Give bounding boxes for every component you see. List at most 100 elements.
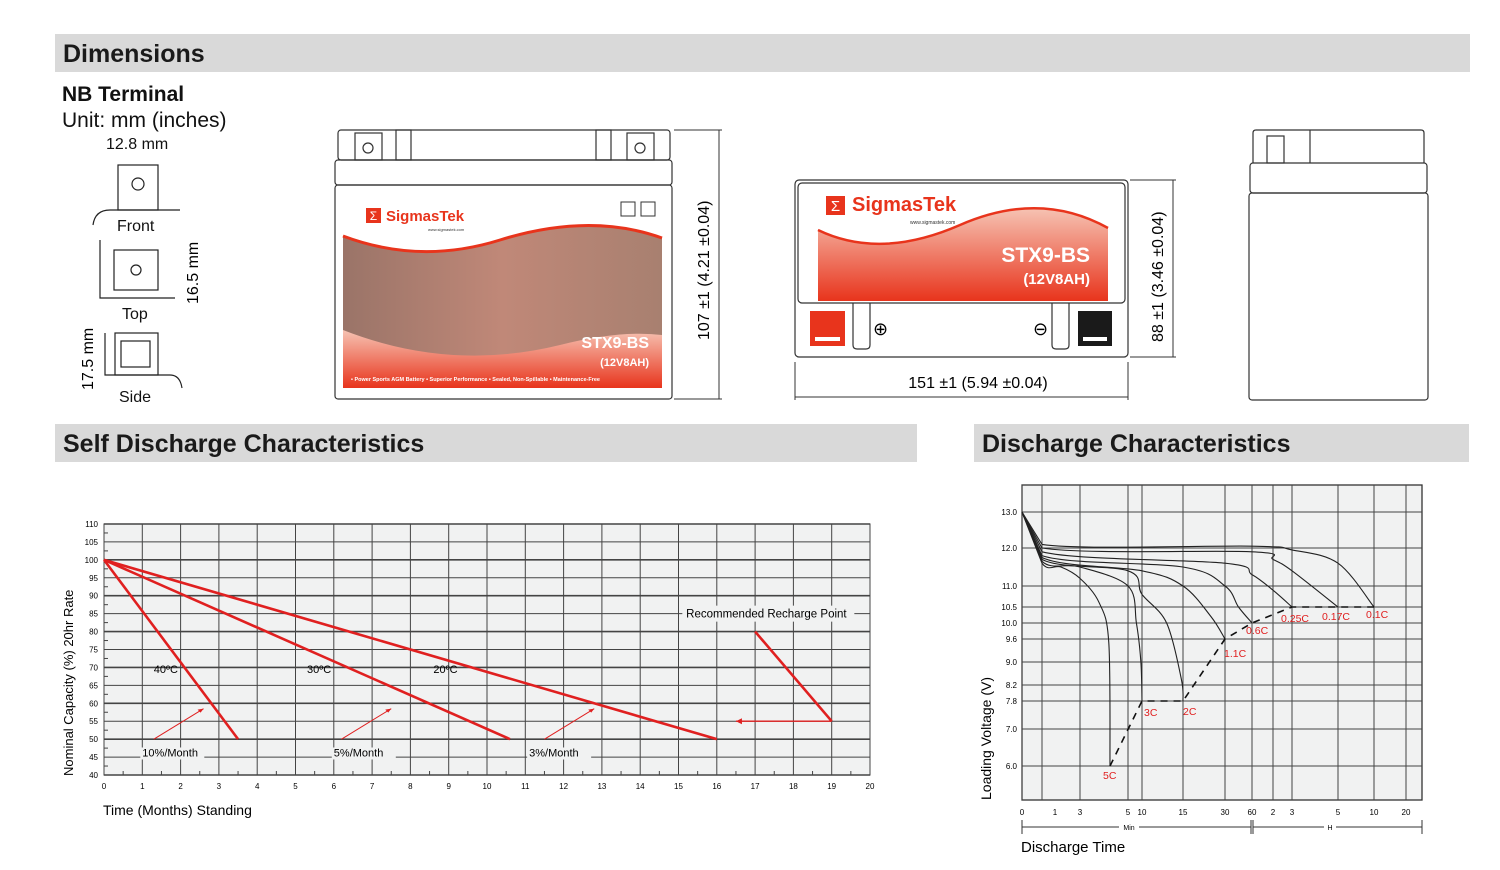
sigma-logo-icon: [826, 196, 845, 215]
y-tick-label: 12.0: [1001, 544, 1017, 553]
y-tick-label: 13.0: [1001, 508, 1017, 517]
min-unit-label: Min: [1123, 825, 1134, 832]
curve-rate-label: 3C: [1144, 707, 1158, 719]
x-tick-label: 9: [446, 782, 451, 791]
x-tick-label: 60: [1248, 808, 1257, 817]
curve-rate-label: 0.1C: [1366, 609, 1389, 621]
y-tick-label: 10.5: [1001, 603, 1017, 612]
x-tick-label: 18: [789, 782, 798, 791]
top-brand: SigmasTek: [852, 194, 957, 216]
y-tick-label: 50: [89, 735, 98, 744]
y-tick-label: 60: [89, 699, 98, 708]
x-tick-label: 6: [332, 782, 337, 791]
y-tick-label: 7.0: [1006, 725, 1018, 734]
x-tick-label: 20: [866, 782, 875, 791]
x-tick-label: 10: [1138, 808, 1147, 817]
discharge-curve: [1021, 511, 1375, 608]
battery-top-view: [794, 179, 1129, 358]
x-tick-label: 0: [1020, 808, 1025, 817]
rate-label-bg: [331, 747, 396, 760]
svg-text:Σ: Σ: [370, 209, 377, 223]
rate-label-bg: [140, 747, 205, 760]
front-terminal: [117, 164, 159, 211]
y-tick-label: 90: [89, 592, 98, 601]
plus-icon: ⊕: [873, 319, 888, 339]
x-tick-label: 17: [751, 782, 760, 791]
discharge-chart: 0 1 3 5 10 15 30 60 2 3 5 10 20 13.0 12.0 11.0 10.5 10.0 9…: [978, 484, 1423, 856]
x-tick-label: 0: [102, 782, 107, 791]
x-tick-label: 4: [255, 782, 260, 791]
curve-rate-label: 1.1C: [1224, 648, 1247, 660]
annotation-bg: [682, 605, 855, 622]
x-tick-label: 10: [1370, 808, 1379, 817]
x-tick-label: 11: [521, 782, 530, 791]
discharge-header: Discharge Characteristics: [974, 424, 1469, 462]
discharge-curve: [1021, 511, 1226, 640]
front-website: www.sigmastek.com: [428, 227, 465, 232]
series-temp-label: 20ºC: [433, 664, 457, 676]
side-label: Side: [119, 389, 152, 406]
front-model: STX9-BS: [581, 335, 649, 352]
arrow-head-icon: [197, 708, 204, 713]
dimensions-header: Dimensions: [55, 34, 1470, 72]
sigma-logo-icon: [366, 208, 381, 223]
front-features: • Power Sports AGM Battery • Superior Pe…: [351, 377, 600, 383]
curve-rate-label: 0.25C: [1281, 613, 1309, 625]
front-height-dimension: 107 ±1 (4.21 ±0.04): [696, 201, 713, 340]
x-tick-label: 1: [1053, 808, 1058, 817]
x-tick-label: 3: [217, 782, 222, 791]
side-height-label: 17.5 mm: [80, 328, 97, 390]
y-tick-label: 6.0: [1006, 762, 1018, 771]
x-tick-label: 5: [1126, 808, 1131, 817]
rate-label-bg: [527, 747, 592, 760]
x-tick-label: 12: [559, 782, 568, 791]
x-tick-label: 20: [1402, 808, 1411, 817]
recharge-line: [754, 630, 833, 723]
label-bg: [1119, 822, 1139, 832]
curve-rate-label: 5C: [1103, 770, 1117, 782]
x-tick-label: 14: [636, 782, 645, 791]
rate-arrow: [544, 708, 595, 740]
top-height-label: 16.5 mm: [185, 242, 202, 304]
x-tick-label: 19: [827, 782, 836, 791]
curve-rate-label: 0.6C: [1246, 625, 1269, 637]
discharge-curve: [1021, 511, 1339, 608]
curve-rate-label: 0.17C: [1322, 611, 1350, 623]
top-website: www.sigmastek.com: [910, 220, 955, 226]
y-tick-label: 80: [89, 628, 98, 637]
y-tick-label: 85: [89, 610, 98, 619]
x-tick-label: 1: [140, 782, 145, 791]
cutoff-voltage-line: [1109, 606, 1374, 767]
minus-icon: ⊖: [1033, 319, 1048, 339]
x-axis-label: Discharge Time: [1021, 839, 1125, 856]
x-tick-label: 16: [712, 782, 721, 791]
arrow-head-icon: [588, 708, 595, 713]
self-discharge-chart: 0 1 2 3 4 5 6 7 8 9 10 11 12 13 14 15 16 17 18 19 2040455055…: [61, 520, 875, 818]
y-tick-label: 105: [85, 538, 99, 547]
x-tick-label: 15: [674, 782, 683, 791]
arrow-head-icon: [735, 718, 742, 725]
terminal-diagrams: [92, 164, 183, 389]
x-tick-label: 10: [483, 782, 492, 791]
series-rate-label: 10%/Month: [142, 747, 198, 759]
x-tick-label: 3: [1078, 808, 1083, 817]
rate-arrow: [153, 708, 204, 740]
x-tick-label: 8: [408, 782, 413, 791]
y-tick-label: 8.2: [1006, 681, 1018, 690]
top-height-dimension: 88 ±1 (3.46 ±0.04): [1150, 211, 1167, 342]
hour-unit-label: H: [1327, 825, 1332, 832]
curve-rate-label: 2C: [1183, 706, 1197, 718]
length-dimension: 151 ±1 (5.94 ±0.04): [908, 375, 1047, 392]
series-rate-label: 5%/Month: [334, 747, 384, 759]
top-spec: (12V8AH): [1023, 271, 1090, 288]
y-axis-label: Loading Voltage (V): [978, 677, 994, 800]
x-tick-label: 7: [370, 782, 375, 791]
y-tick-label: 100: [85, 556, 99, 565]
front-spec: (12V8AH): [600, 357, 649, 369]
svg-text:Σ: Σ: [831, 198, 840, 215]
label-bg: [1324, 822, 1336, 832]
y-tick-label: 110: [85, 520, 98, 529]
series-line: [103, 558, 718, 741]
